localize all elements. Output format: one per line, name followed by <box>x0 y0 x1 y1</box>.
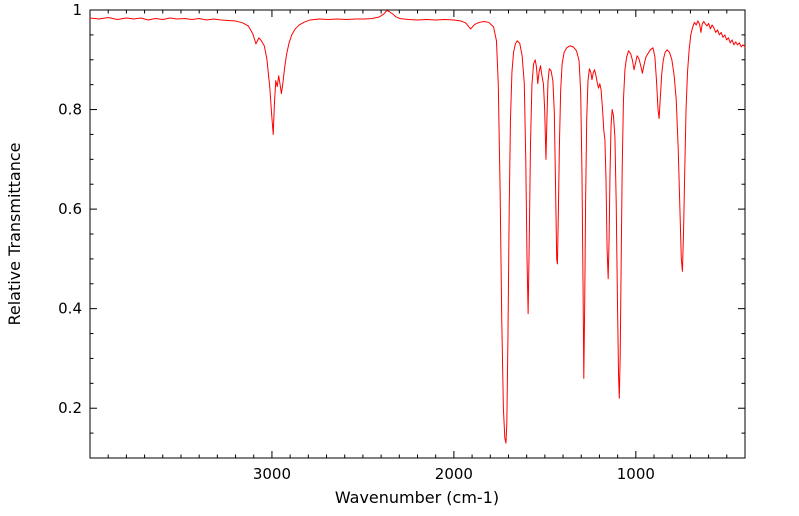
y-tick-label: 0.2 <box>58 399 82 417</box>
y-tick-label: 0.8 <box>58 101 82 119</box>
y-tick-label: 0.4 <box>58 300 82 318</box>
x-tick-label: 1000 <box>617 465 655 483</box>
x-tick-label: 3000 <box>253 465 291 483</box>
spectrum-line <box>89 10 746 444</box>
y-tick-label: 0.6 <box>58 200 82 218</box>
y-axis-label: Relative Transmittance <box>5 142 24 325</box>
axes: 3000 2000 1000 0.2 0.4 0.6 0.8 1 <box>58 1 746 483</box>
x-tick-label: 2000 <box>435 465 473 483</box>
y-tick-label: 1 <box>72 1 82 19</box>
plot-frame <box>89 9 746 459</box>
x-axis-label: Wavenumber (cm-1) <box>335 488 499 507</box>
